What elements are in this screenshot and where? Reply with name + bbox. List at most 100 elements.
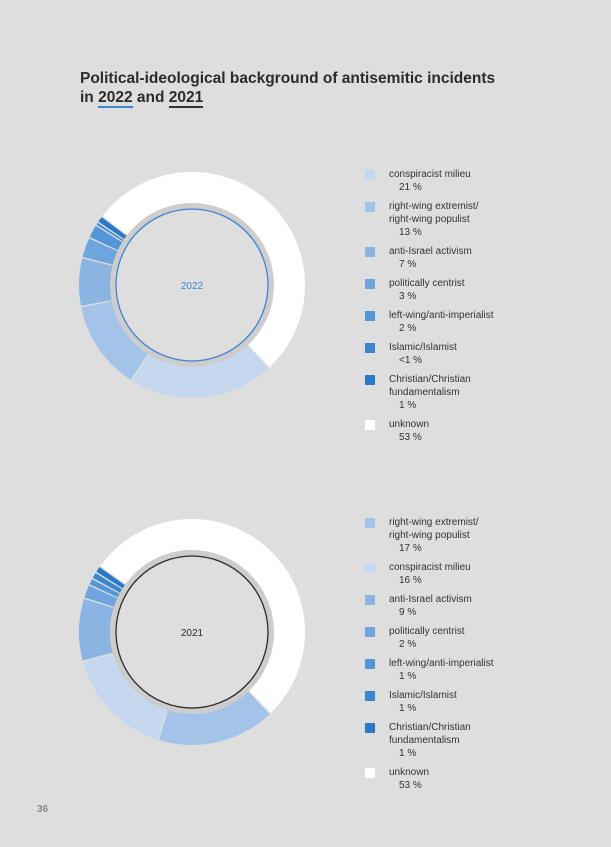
legend-label: politically centrist [389, 626, 465, 637]
legend-item-unknown: unknown 53 % [365, 766, 595, 792]
legend-swatch [365, 375, 375, 385]
legend-text: unknown 53 % [389, 766, 429, 792]
page-number: 36 [37, 804, 49, 815]
legend-label: Islamic/Islamist [389, 342, 457, 353]
legend-swatch [365, 595, 375, 605]
slice-unknown-2021 [100, 519, 305, 714]
legend-item-islamic-islamist: Islamic/Islamist <1 % [365, 341, 595, 367]
legend-value: 53 % [399, 780, 422, 791]
legend-swatch [365, 279, 375, 289]
legend-swatch [365, 659, 375, 669]
legend-label: anti-Israel activism [389, 594, 472, 605]
legend-value: 16 % [399, 575, 422, 586]
legend-item-anti-israel-activism: anti-Israel activism 7 % [365, 245, 595, 271]
legend-text: anti-Israel activism 7 % [389, 245, 472, 271]
legend-value: 1 % [399, 703, 417, 714]
donut-track-2022 [108, 201, 276, 369]
slice-right-wing-extremist-right-wing-populist-2021 [158, 691, 270, 745]
inner-circle-2022 [115, 208, 269, 362]
legend-swatch [365, 518, 375, 528]
legend-value: 1 % [399, 400, 417, 411]
legend-item-islamic-islamist: Islamic/Islamist 1 % [365, 689, 595, 715]
center-label-2022: 2022 [181, 281, 204, 292]
legend-label: left-wing/anti-imperialist [389, 310, 494, 321]
legend-value: <1 % [399, 355, 423, 366]
legend-value: 1 % [399, 748, 417, 759]
title-middle: and [132, 89, 169, 106]
legend-item-right-wing-extremist-right-wing-populist: right-wing extremist/ right-wing populis… [365, 200, 595, 239]
legend-text: politically centrist 3 % [389, 277, 465, 303]
legend-text: left-wing/anti-imperialist 1 % [389, 657, 493, 683]
legend-swatch [365, 563, 375, 573]
inner-circle-2021 [115, 555, 269, 709]
slice-conspiracist-milieu-2021 [83, 653, 167, 740]
slice-christian-christian-fundamentalism-2022 [98, 217, 127, 240]
legend-text: Christian/Christian fundamentalism 1 % [389, 721, 471, 760]
legend-item-conspiracist-milieu: conspiracist milieu 16 % [365, 561, 595, 587]
slice-right-wing-extremist-right-wing-populist-2022 [81, 301, 148, 381]
legend-label: politically centrist [389, 278, 465, 289]
slice-politically-centrist-2022 [82, 238, 118, 265]
slice-christian-christian-fundamentalism-2021 [96, 567, 125, 589]
legend-value: 21 % [399, 182, 422, 193]
legend-label: Christian/Christian fundamentalism [389, 374, 471, 398]
donut-chart-2022: 2022 [79, 171, 306, 398]
legend-text: anti-Israel activism 9 % [389, 593, 472, 619]
page-title: Political-ideological background of anti… [80, 69, 550, 108]
legend-swatch [365, 202, 375, 212]
legend-label: left-wing/anti-imperialist [389, 658, 494, 669]
legend-swatch [365, 420, 375, 430]
slice-politically-centrist-2021 [84, 585, 118, 607]
legend-item-conspiracist-milieu: conspiracist milieu 21 % [365, 168, 595, 194]
legend-text: right-wing extremist/ right-wing populis… [389, 516, 478, 555]
title-line-1: Political-ideological background of anti… [80, 70, 496, 87]
legend-label: right-wing extremist/ right-wing populis… [389, 517, 479, 541]
donut-chart-2021: 2021 [79, 519, 305, 745]
legend-value: 7 % [399, 259, 417, 270]
legend-label: unknown [389, 767, 430, 778]
legend-item-christian-christian-fundamentalism: Christian/Christian fundamentalism 1 % [365, 373, 595, 412]
legend-swatch [365, 627, 375, 637]
legend-item-unknown: unknown 53 % [365, 418, 595, 444]
center-label-2021: 2021 [181, 628, 204, 639]
legend-value: 2 % [399, 323, 417, 334]
legend-text: Islamic/Islamist 1 % [389, 689, 457, 715]
slice-left-wing-anti-imperialist-2022 [89, 225, 123, 251]
slice-left-wing-anti-imperialist-2021 [89, 579, 120, 598]
legend-label: conspiracist milieu [389, 169, 471, 180]
legend-swatch [365, 723, 375, 733]
slice-islamic-islamist-2022 [96, 222, 124, 242]
legend-swatch [365, 691, 375, 701]
legend-item-politically-centrist: politically centrist 2 % [365, 625, 595, 651]
legend-2021: right-wing extremist/ right-wing populis… [365, 516, 595, 798]
legend-text: Christian/Christian fundamentalism 1 % [389, 373, 471, 412]
legend-text: conspiracist milieu 21 % [389, 168, 471, 194]
slice-anti-israel-activism-2021 [79, 598, 114, 661]
legend-value: 1 % [399, 671, 417, 682]
legend-swatch [365, 170, 375, 180]
legend-swatch [365, 343, 375, 353]
legend-swatch [365, 768, 375, 778]
legend-text: unknown 53 % [389, 418, 429, 444]
legend-text: left-wing/anti-imperialist 2 % [389, 309, 493, 335]
slice-conspiracist-milieu-2022 [132, 345, 269, 398]
legend-label: anti-Israel activism [389, 246, 472, 257]
legend-2022: conspiracist milieu 21 % right-wing extrem… [365, 168, 595, 450]
legend-text: right-wing extremist/ right-wing populis… [389, 200, 478, 239]
legend-text: conspiracist milieu 16 % [389, 561, 471, 587]
legend-label: right-wing extremist/ right-wing populis… [389, 201, 479, 225]
legend-swatch [365, 247, 375, 257]
title-prefix: in [80, 89, 99, 106]
title-year-2021-link[interactable]: 2021 [168, 89, 204, 108]
donut-track-2021 [108, 548, 276, 716]
legend-value: 53 % [399, 432, 422, 443]
slice-anti-israel-activism-2022 [79, 258, 113, 306]
legend-label: Islamic/Islamist [389, 690, 457, 701]
legend-item-left-wing-anti-imperialist: left-wing/anti-imperialist 2 % [365, 309, 595, 335]
legend-value: 17 % [399, 543, 422, 554]
legend-item-christian-christian-fundamentalism: Christian/Christian fundamentalism 1 % [365, 721, 595, 760]
title-year-2022-link[interactable]: 2022 [98, 89, 133, 108]
legend-item-anti-israel-activism: anti-Israel activism 9 % [365, 593, 595, 619]
legend-text: Islamic/Islamist <1 % [389, 341, 457, 367]
slice-islamic-islamist-2021 [92, 573, 123, 593]
